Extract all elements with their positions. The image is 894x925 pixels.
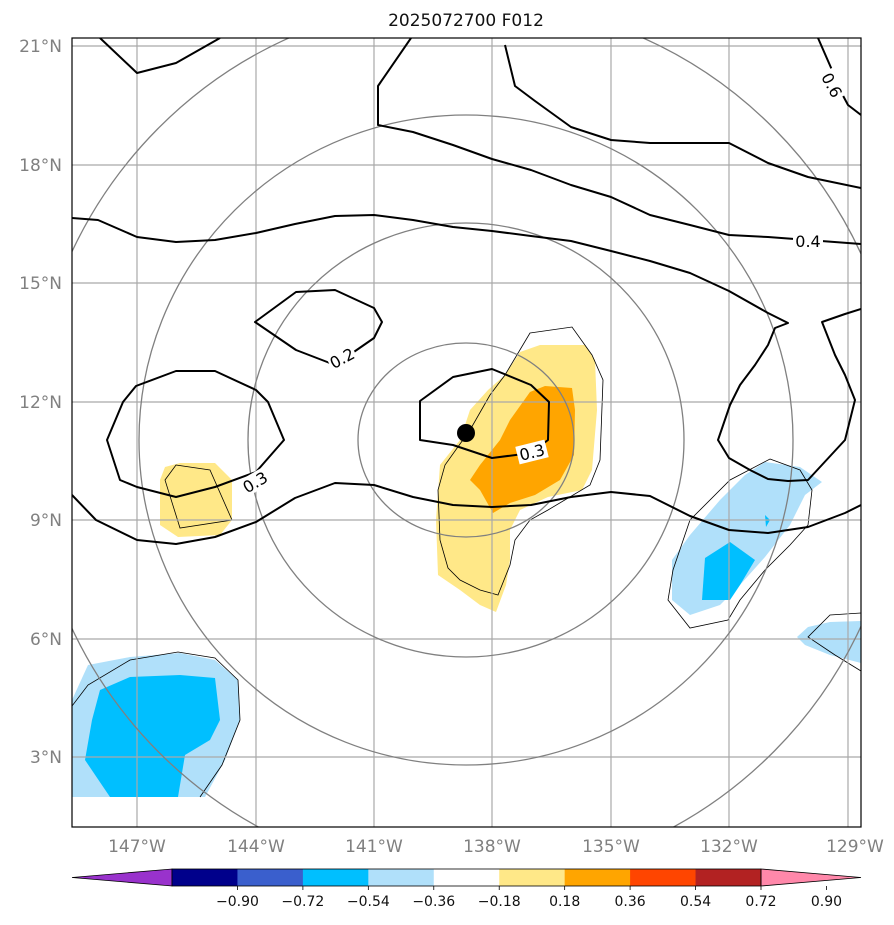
colorbar-frame — [171, 868, 762, 887]
lon-label: 147°W — [108, 837, 166, 857]
colorbar-label: 0.18 — [549, 894, 580, 910]
colorbar-label: 0.54 — [680, 894, 711, 910]
colorbar-segment — [630, 869, 697, 886]
graticule — [72, 38, 861, 827]
lon-label: 132°W — [700, 837, 758, 857]
colorbar-label: −0.54 — [347, 894, 390, 910]
colorbar-segment — [172, 869, 238, 886]
lat-label: 18°N — [19, 156, 62, 176]
colorbar-label: −0.72 — [281, 894, 324, 910]
lon-label: 129°W — [826, 837, 884, 857]
latitude-labels: 21°N 18°N 15°N 12°N 9°N 6°N 3°N — [19, 37, 62, 768]
contour-labels: 0.2 0.3 0.3 0.4 0.6 — [237, 67, 847, 498]
colorbar-segment — [433, 869, 500, 886]
colorbar-segment — [368, 869, 435, 886]
lat-label: 3°N — [30, 748, 62, 768]
colorbar: −0.90 −0.72 −0.54 −0.36 −0.18 0.18 0.36 0.54 0.7… — [71, 868, 862, 910]
lon-label: 135°W — [582, 837, 640, 857]
lon-label: 138°W — [463, 837, 521, 857]
map-frame — [71, 37, 862, 828]
storm-center-marker — [457, 424, 475, 442]
longitude-labels: 147°W 144°W 141°W 138°W 135°W 132°W 129°… — [108, 837, 884, 857]
colorbar-segment — [237, 869, 304, 886]
colorbar-label: −0.90 — [216, 894, 259, 910]
thin-contours — [72, 326, 861, 798]
lon-label: 144°W — [227, 837, 285, 857]
colorbar-segment — [564, 869, 631, 886]
bold-contours — [72, 38, 861, 545]
contour-label: 0.2 — [327, 344, 358, 373]
figure-title: 2025072700 F012 — [388, 11, 544, 31]
colorbar-segment — [499, 869, 566, 886]
colorbar-extend-low — [71, 868, 173, 887]
lat-label: 15°N — [19, 274, 62, 294]
colorbar-label: 0.90 — [811, 894, 842, 910]
colorbar-segment — [302, 869, 369, 886]
lat-label: 9°N — [30, 511, 62, 531]
lon-label: 141°W — [345, 837, 403, 857]
contour-label: 0.4 — [795, 232, 820, 251]
colorbar-label: 0.72 — [745, 894, 776, 910]
colorbar-label: −0.36 — [412, 894, 455, 910]
colorbar-label: −0.18 — [478, 894, 521, 910]
map-area: 0.2 0.3 0.3 0.4 0.6 — [72, 38, 861, 827]
colorbar-extend-high — [760, 868, 862, 887]
colorbar-segment — [695, 869, 762, 886]
lat-label: 6°N — [30, 630, 62, 650]
colorbar-label: 0.36 — [615, 894, 646, 910]
lat-label: 21°N — [19, 37, 62, 57]
lat-label: 12°N — [19, 393, 62, 413]
range-rings — [72, 38, 861, 827]
